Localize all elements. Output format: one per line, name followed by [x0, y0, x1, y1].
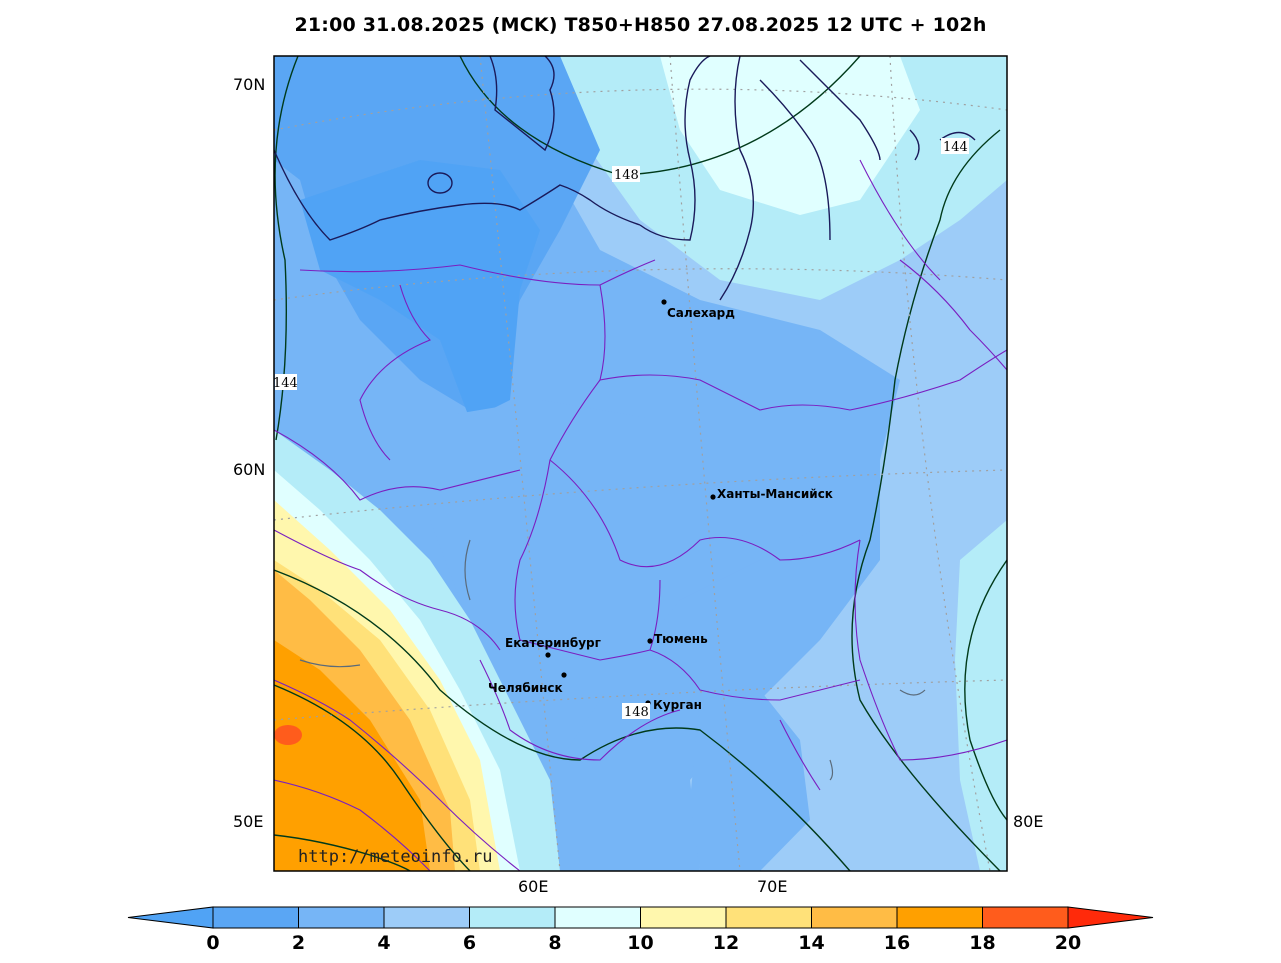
lon-label-80e: 80E [1013, 812, 1044, 831]
colorbar-tick-label: 10 [627, 932, 653, 954]
colorbar-segment [212, 906, 299, 929]
city-label-tyumen: Тюмень [654, 632, 708, 646]
colorbar-tick-label: 14 [798, 932, 824, 954]
colorbar-extend-low [127, 906, 214, 929]
colorbar-segment [896, 906, 983, 929]
city-marker-tyumen [647, 638, 653, 644]
temp-band-0-2 [300, 160, 540, 420]
colorbar-tick-label: 16 [884, 932, 910, 954]
colorbar-tick-label: 6 [463, 932, 476, 954]
city-label-yekaterinburg: Екатеринбург [505, 636, 601, 650]
city-label-kurgan: Курган [653, 698, 702, 712]
colorbar-segment [640, 906, 727, 929]
temp-band-4-6-southeast [690, 690, 810, 871]
colorbar-segment [469, 906, 556, 929]
map-frame [273, 55, 1008, 872]
colorbar-tick-label: 2 [292, 932, 305, 954]
city-marker-yekaterinburg [545, 652, 551, 658]
contour-156-south [274, 834, 411, 871]
contour-144-east [851, 129, 1001, 871]
lon-label-50e: 50E [233, 812, 264, 831]
contour-label-144-east: 144 [943, 140, 968, 155]
colorbar-tick-label: 8 [548, 932, 561, 954]
coastline [274, 56, 976, 301]
map-title: 21:00 31.08.2025 (MCK) T850+H850 27.08.2… [294, 14, 987, 36]
lat-label-60n: 60N [233, 460, 266, 479]
colorbar-extend-high [1067, 906, 1154, 929]
water-features [299, 539, 926, 781]
watermark-url: http://meteoinfo.ru [298, 847, 492, 867]
colorbar-segment [811, 906, 898, 929]
temperature-field: Салехард Ханты-Мансийск Екатеринбург Тюм… [273, 56, 1007, 871]
colorbar-segment [725, 906, 812, 929]
colorbar-tick-label: 20 [1055, 932, 1081, 954]
city-label-salekhard: Салехард [667, 306, 735, 320]
colorbar-tick-label: 12 [713, 932, 739, 954]
city-marker-khanty-mansiysk [710, 494, 716, 500]
city-label-chelyabinsk: Челябинск [488, 681, 563, 695]
temp-band-20-plus [274, 725, 302, 745]
temp-band-10-12-north [660, 56, 920, 215]
colorbar-segment [383, 906, 470, 929]
contour-label-144-west: 144 [273, 376, 298, 391]
region-borders [274, 159, 1007, 871]
contour-140-east [964, 559, 1007, 821]
lon-label-60e: 60E [518, 877, 549, 896]
colorbar-tick-label: 0 [206, 932, 219, 954]
graticule [274, 56, 1007, 871]
colorbar-segment [554, 906, 641, 929]
city-label-khanty-mansiysk: Ханты-Мансийск [717, 487, 833, 501]
city-marker-salekhard [661, 299, 667, 305]
colorbar-tick-label: 18 [969, 932, 995, 954]
temp-band-18-20 [274, 640, 430, 871]
contour-148-south [274, 569, 851, 871]
contour-label-148-north: 148 [614, 168, 639, 183]
city-marker-chelyabinsk [561, 672, 567, 678]
colorbar-segment [982, 906, 1069, 929]
temp-band-8-10-east [955, 520, 1007, 871]
lon-label-70e: 70E [757, 877, 788, 896]
colorbar-segment [298, 906, 385, 929]
contour-label-148-south: 148 [624, 705, 649, 720]
temp-band-4-6-central [420, 400, 840, 760]
contour-152-south [274, 684, 471, 871]
colorbar: 0 2 4 6 8 10 12 14 16 18 20 [127, 906, 1154, 954]
lat-label-70n: 70N [233, 75, 266, 94]
colorbar-tick-label: 4 [377, 932, 390, 954]
